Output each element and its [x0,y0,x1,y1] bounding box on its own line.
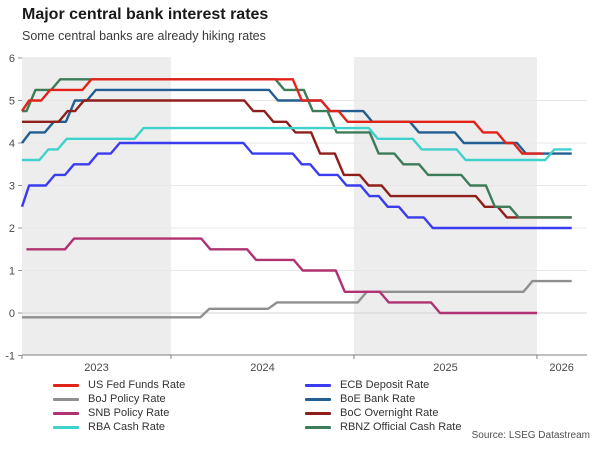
y-tick-label: 2 [9,223,15,235]
series-line-rbnz [22,78,572,219]
series-line-ecb [20,141,572,230]
y-tick-label: 6 [9,53,15,65]
legend-swatch-icon [305,425,331,429]
legend-column-right: ECB Deposit Rate BoE Bank Rate BoC Overnig… [305,378,461,434]
legend-item-fed: US Fed Funds Rate [53,378,185,392]
series-line-fed [21,78,543,155]
page-title: Major central bank interest rates [22,6,269,23]
legend-swatch-icon [53,425,79,429]
legend-label: BoJ Policy Rate [88,393,166,405]
x-tick-label: 2023 [84,362,108,374]
legend-label: SNB Policy Rate [88,407,170,419]
y-tick-label: 3 [9,181,15,193]
legend-label: RBA Cash Rate [88,421,166,433]
legend-item-ecb: ECB Deposit Rate [305,378,461,392]
series-line-boj [22,279,572,319]
legend-label: ECB Deposit Rate [340,379,430,391]
legend-item-rbnz: RBNZ Official Cash Rate [305,420,461,434]
y-tick-label: 4 [9,138,15,150]
legend-label: US Fed Funds Rate [88,379,186,391]
legend-label: RBNZ Official Cash Rate [340,421,462,433]
legend-swatch-icon [305,411,331,415]
legend-label: BoC Overnight Rate [340,407,439,419]
year-band [22,57,171,355]
legend-label: BoE Bank Rate [340,393,416,405]
legend-item-boc: BoC Overnight Rate [305,406,461,420]
legend-swatch-icon [53,411,79,415]
legend-swatch-icon [53,397,79,401]
legend-swatch-icon [53,383,79,387]
legend-item-boj: BoJ Policy Rate [53,392,185,406]
legend-item-boe: BoE Bank Rate [305,392,461,406]
legend-item-rba: RBA Cash Rate [53,420,185,434]
x-tick-label: 2026 [549,362,573,374]
y-tick-label: -1 [5,351,15,363]
y-tick-label: 0 [9,308,15,320]
source-credit: Source: LSEG Datastream [471,430,590,441]
y-tick-label: 1 [9,266,15,278]
legend-item-snb: SNB Policy Rate [53,406,185,420]
legend-swatch-icon [305,397,331,401]
x-tick-label: 2025 [433,362,457,374]
legend-swatch-icon [305,383,331,387]
legend-column-left: US Fed Funds Rate BoJ Policy Rate SNB Poli… [53,378,185,434]
series-line-rba [22,126,572,162]
series-line-boc [22,99,572,219]
series-line-snb [26,237,537,315]
y-tick-label: 5 [9,96,15,108]
page-subtitle: Some central banks are already hiking ra… [22,29,266,43]
x-tick-label: 2024 [250,362,274,374]
